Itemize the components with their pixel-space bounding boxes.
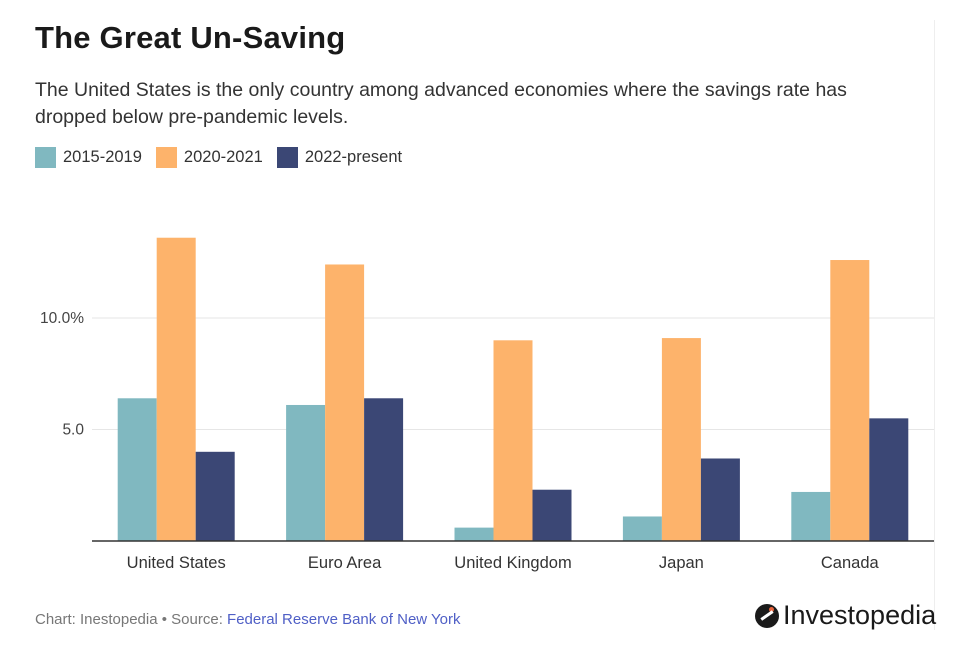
bar	[869, 418, 909, 541]
investopedia-logo[interactable]: Investopedia	[755, 600, 936, 631]
bar	[117, 398, 157, 541]
bar	[325, 264, 365, 541]
bar	[700, 458, 740, 541]
x-tick-label: Japan	[659, 554, 704, 572]
frame-divider	[934, 20, 935, 630]
bar	[493, 340, 533, 541]
investopedia-logo-icon	[755, 603, 779, 628]
footer: Chart: Inestopedia • Source: Federal Res…	[35, 611, 460, 628]
chart-credit: Chart: Inestopedia • Source:	[35, 611, 228, 628]
bar	[286, 404, 326, 541]
bar	[195, 451, 235, 541]
x-tick-label: Euro Area	[308, 554, 382, 572]
y-tick-label: 5.0	[62, 422, 84, 439]
chart-title: The Great Un-Saving	[35, 20, 346, 55]
bar	[661, 338, 701, 541]
chart-subtitle: The United States is the only country am…	[35, 79, 847, 128]
y-tick-label: 10.0%	[40, 310, 84, 327]
source-link[interactable]: Federal Reserve Bank of New York	[227, 611, 461, 628]
bar	[830, 260, 870, 541]
bar	[532, 489, 572, 541]
bar-chart: 5.0 10.0% United States Euro Area United Kin…	[40, 237, 934, 572]
legend: 2015-2019 2020-2021 2022-present	[35, 147, 416, 168]
x-tick-label: United Kingdom	[454, 554, 571, 572]
bar	[454, 527, 494, 541]
bar	[622, 516, 662, 541]
logo-text: Investopedia	[783, 600, 937, 630]
legend-item-2022-present: 2022-present	[276, 147, 403, 168]
legend-label: 2015-2019	[63, 148, 142, 166]
x-tick-label: Canada	[821, 554, 880, 572]
bar	[156, 237, 196, 541]
legend-swatch	[35, 147, 56, 168]
legend-item-2015-2019: 2015-2019	[35, 147, 142, 168]
legend-swatch	[155, 147, 177, 168]
legend-label: 2022-present	[304, 148, 403, 166]
bar	[364, 398, 404, 541]
legend-item-2020-2021: 2020-2021	[155, 147, 263, 168]
legend-label: 2020-2021	[183, 148, 263, 166]
bar	[791, 491, 831, 541]
x-tick-label: United States	[127, 554, 226, 572]
legend-swatch	[276, 147, 298, 168]
